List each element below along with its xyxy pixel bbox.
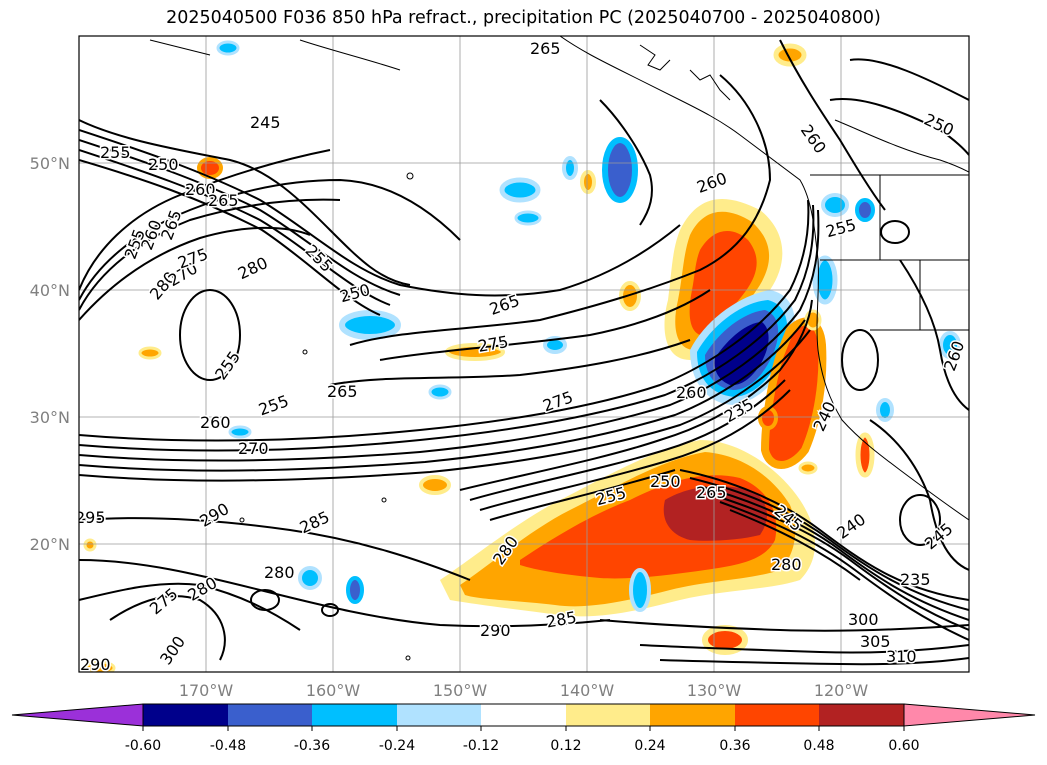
- lat-tick-label: 50°N: [30, 154, 70, 173]
- lat-tick-label: 20°N: [30, 535, 70, 554]
- contour-label: 290: [480, 621, 511, 640]
- lat-tick-label: 30°N: [30, 408, 70, 427]
- colorbar-label: -0.36: [294, 738, 330, 754]
- precip-blob: [821, 193, 849, 217]
- contour-label: 260: [676, 383, 707, 402]
- contour-label: 305: [860, 632, 891, 651]
- colorbar-segment: [312, 704, 397, 726]
- lon-tick-label: 140°W: [560, 681, 615, 700]
- colorbar-segment: [397, 704, 481, 726]
- precip-blob: [138, 346, 162, 360]
- contour-label: 235: [900, 570, 931, 589]
- lon-tick-label: 170°W: [179, 681, 234, 700]
- precip-blob: [855, 198, 875, 222]
- map-title: 2025040500 F036 850 hPa refract., precip…: [166, 8, 881, 28]
- precip-blob: [499, 177, 541, 203]
- precip-blob: [514, 210, 542, 226]
- lon-tick-labels: 170°W 160°W 150°W 140°W 130°W 120°W: [179, 681, 869, 700]
- colorbar-label: -0.60: [125, 738, 161, 754]
- precip-blob: [543, 336, 567, 354]
- contour-label: 280: [771, 555, 802, 574]
- precip-blob: [84, 660, 116, 672]
- contour-label: 250: [148, 155, 179, 174]
- precip-blob: [855, 432, 875, 478]
- colorbar-segment: [228, 704, 312, 726]
- precip-blob: [346, 576, 364, 604]
- contour-label: 280: [264, 563, 295, 582]
- colorbar-label: 0.36: [719, 738, 750, 754]
- coastline: [149, 36, 969, 661]
- lon-tick-label: 150°W: [433, 681, 488, 700]
- lon-tick-label: 160°W: [306, 681, 361, 700]
- precip-blob: [939, 331, 961, 359]
- contour-label: 260: [200, 413, 231, 432]
- precip-blob: [580, 170, 596, 194]
- lon-tick-label: 120°W: [814, 681, 869, 700]
- precip-blob: [562, 156, 578, 180]
- colorbar-segment: [481, 704, 566, 726]
- precip-blob: [339, 310, 401, 340]
- colorbar-frame: [142, 703, 905, 727]
- colorbar-label: -0.48: [210, 738, 246, 754]
- precip-blob: [812, 255, 838, 305]
- precip-blob: [773, 43, 807, 67]
- colorbar: -0.60 -0.48 -0.36 -0.24 -0.12 0.12 0.24 …: [11, 703, 1036, 754]
- refractivity-contours: [79, 39, 969, 666]
- contour-label: 265: [327, 382, 358, 401]
- colorbar-segment: [650, 704, 735, 726]
- colorbar-label: -0.12: [463, 738, 499, 754]
- contour-label: 270: [238, 439, 269, 458]
- colorbar-segment: [819, 704, 904, 726]
- precip-blob: [419, 475, 451, 495]
- contour-label: 255: [100, 143, 131, 162]
- precip-blob: [83, 538, 97, 552]
- precip-blob: [876, 398, 894, 422]
- colorbar-label: 0.12: [550, 738, 581, 754]
- contour-label: 300: [848, 610, 879, 629]
- map-frame: [78, 35, 970, 673]
- precip-blob: [428, 384, 452, 400]
- contour-label: 265: [530, 39, 561, 58]
- colorbar-extend-low: [11, 703, 144, 727]
- precip-blob: [758, 406, 778, 430]
- contour-label: 250: [650, 472, 681, 491]
- colorbar-label: 0.60: [888, 738, 919, 754]
- colorbar-segment: [735, 704, 819, 726]
- precip-blob: [798, 461, 818, 475]
- colorbar-label: 0.24: [634, 738, 665, 754]
- contour-label: 265: [696, 483, 727, 502]
- colorbar-ticks: [142, 726, 905, 731]
- graticule: [79, 36, 969, 672]
- contour-label: 310: [886, 647, 917, 666]
- precip-blob: [602, 137, 638, 203]
- precip-blob: [619, 281, 641, 311]
- contour-label: 290: [80, 655, 111, 674]
- precip-blob: [629, 568, 651, 612]
- contour-label: 265: [208, 191, 239, 210]
- lon-tick-label: 130°W: [687, 681, 742, 700]
- colorbar-label: 0.48: [803, 738, 834, 754]
- contour-label: 295: [75, 508, 106, 527]
- map-panel[interactable]: 265 245 255 250 260 265 255 260 265 280 …: [75, 36, 969, 674]
- colorbar-extend-high: [903, 703, 1036, 727]
- precip-front-red: [689, 230, 757, 335]
- contour-label: 260: [185, 180, 216, 199]
- colorbar-label: -0.24: [379, 738, 415, 754]
- precip-blob: [298, 566, 322, 590]
- lat-tick-labels: 20°N 30°N 40°N 50°N: [30, 154, 70, 554]
- precip-blob: [216, 40, 240, 56]
- precip-blob: [228, 425, 252, 439]
- colorbar-segment: [566, 704, 650, 726]
- colorbar-segment: [143, 704, 228, 726]
- contour-label: 245: [250, 113, 281, 132]
- lat-tick-label: 40°N: [30, 281, 70, 300]
